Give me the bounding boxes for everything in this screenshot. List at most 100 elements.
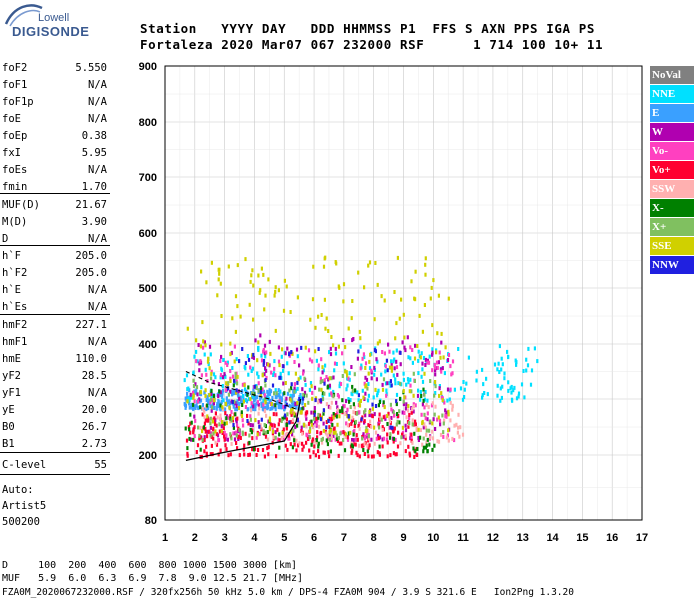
echo-mark-nne xyxy=(234,380,237,385)
echo-mark-x xyxy=(252,447,256,452)
echo-mark-w xyxy=(198,397,201,402)
echo-mark-nne xyxy=(246,354,249,358)
echo-mark-sse xyxy=(278,363,281,368)
param-value: N/A xyxy=(88,387,107,399)
echo-mark-vo xyxy=(229,414,232,419)
echo-mark-vo xyxy=(207,417,210,422)
echo-mark-vo xyxy=(219,373,223,377)
echo-mark-nne xyxy=(530,368,534,373)
echo-mark-vo xyxy=(262,402,265,407)
echo-mark-ssw xyxy=(329,405,332,410)
echo-mark-nnw xyxy=(284,404,287,409)
echo-mark-ssw xyxy=(453,423,456,428)
echo-mark-x xyxy=(318,387,321,392)
echo-mark-nne xyxy=(501,384,504,389)
echo-mark-nne xyxy=(417,349,420,354)
echo-mark-ssw xyxy=(455,422,458,427)
echo-mark-vo xyxy=(287,433,290,438)
echo-mark-sse xyxy=(225,421,228,426)
y-tick-label: 900 xyxy=(139,61,157,73)
trace-virtual-height xyxy=(185,398,302,462)
echo-mark-vo xyxy=(267,445,270,450)
param-value: 55 xyxy=(94,459,107,471)
echo-mark-vo xyxy=(186,453,189,458)
echo-mark-vo xyxy=(368,443,371,448)
echo-mark-e xyxy=(193,405,196,410)
echo-mark-ssw xyxy=(415,428,418,433)
echo-mark-vo xyxy=(305,433,309,438)
echo-mark-ssw xyxy=(216,415,219,420)
echo-mark-nne xyxy=(446,398,449,403)
echo-mark-x xyxy=(317,412,320,417)
echo-mark-nne xyxy=(282,368,285,373)
echo-mark-nnw xyxy=(296,418,299,423)
echo-mark-w xyxy=(444,408,447,413)
param-row-foe: foE N/A xyxy=(2,113,107,127)
echo-mark-nnw xyxy=(389,425,392,430)
echo-mark-e xyxy=(246,407,249,412)
echo-mark-vo xyxy=(393,426,396,431)
echo-mark-vo xyxy=(203,449,206,454)
param-value: 110.0 xyxy=(75,353,107,365)
echo-mark-x xyxy=(442,421,445,426)
echo-mark-sse xyxy=(221,420,224,425)
echo-mark-sse xyxy=(192,395,195,400)
echo-mark-sse xyxy=(256,432,259,437)
echo-mark-w xyxy=(216,433,220,438)
echo-mark-ssw xyxy=(229,419,232,424)
echo-mark-w xyxy=(265,368,268,373)
echo-mark-e xyxy=(198,399,201,404)
echo-mark-x xyxy=(341,398,344,403)
echo-mark-sse xyxy=(430,285,433,290)
echo-mark-sse xyxy=(402,389,405,393)
echo-mark-sse xyxy=(277,288,280,293)
echo-mark-sse xyxy=(262,272,265,277)
echo-mark-vo xyxy=(230,410,233,414)
echo-mark-sse xyxy=(447,412,450,417)
echo-mark-x xyxy=(351,444,354,449)
echo-mark-x xyxy=(442,430,445,435)
echo-mark-x xyxy=(342,438,345,442)
echo-mark-x xyxy=(302,392,305,397)
echo-mark-sse xyxy=(412,393,415,398)
echo-mark-sse xyxy=(269,351,272,356)
echo-mark-x xyxy=(429,419,432,424)
echo-mark-vo xyxy=(383,351,386,356)
echo-mark-vo xyxy=(328,425,331,430)
echo-mark-ssw xyxy=(449,400,452,405)
echo-mark-nne xyxy=(317,367,320,372)
echo-mark-ssw xyxy=(259,425,262,430)
echo-mark-w xyxy=(332,433,335,438)
echo-mark-e xyxy=(284,399,287,404)
echo-mark-nnw xyxy=(399,350,402,355)
echo-mark-ssw xyxy=(461,432,465,437)
echo-mark-vo xyxy=(263,393,266,398)
echo-mark-x xyxy=(263,397,266,402)
echo-mark-w xyxy=(252,404,255,409)
echo-mark-w xyxy=(405,402,408,407)
echo-mark-sse xyxy=(432,278,435,283)
echo-mark-vo xyxy=(328,416,331,421)
echo-mark-sse xyxy=(344,432,347,437)
echo-mark-w xyxy=(220,424,223,429)
echo-mark-nne xyxy=(380,372,383,377)
echo-mark-sse xyxy=(395,321,398,326)
echo-mark-nne xyxy=(328,350,331,355)
echo-mark-sse xyxy=(327,329,330,333)
echo-mark-vo xyxy=(354,442,357,447)
echo-mark-vo xyxy=(251,436,254,441)
echo-mark-nne xyxy=(428,354,431,359)
echo-mark-nne xyxy=(299,395,302,400)
echo-mark-sse xyxy=(365,428,368,433)
echo-mark-w xyxy=(284,351,287,356)
echo-mark-w xyxy=(302,369,305,374)
echo-mark-vo xyxy=(277,422,280,427)
echo-mark-vo xyxy=(225,433,228,438)
echo-mark-nnw xyxy=(231,400,234,404)
echo-mark-e xyxy=(278,392,281,397)
echo-mark-vo xyxy=(430,403,434,408)
echo-mark-nnw xyxy=(241,347,244,351)
echo-mark-vo xyxy=(273,423,276,428)
echo-mark-w xyxy=(402,434,405,439)
echo-mark-vo xyxy=(282,404,285,409)
